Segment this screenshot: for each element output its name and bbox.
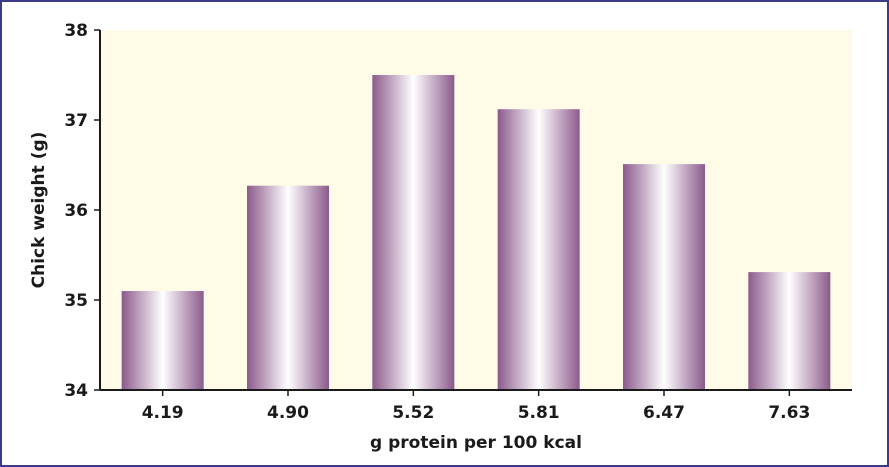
bar-5.81 xyxy=(497,109,580,390)
y-tick-label: 35 xyxy=(64,291,88,311)
x-axis-ticks: 4.19 4.90 5.52 5.81 6.47 7.63 xyxy=(142,390,810,423)
y-tick-label: 36 xyxy=(64,201,88,221)
bar-7.63 xyxy=(748,272,831,390)
bar-5.52 xyxy=(372,75,455,390)
x-tick-label: 4.19 xyxy=(142,403,184,423)
bar-6.47 xyxy=(623,164,705,390)
y-tick-label: 34 xyxy=(64,381,88,401)
bars-group xyxy=(121,75,831,390)
x-tick-label: 5.81 xyxy=(518,403,560,423)
x-tick-label: 5.52 xyxy=(392,403,434,423)
x-tick-label: 4.90 xyxy=(267,403,309,423)
x-tick-label: 6.47 xyxy=(643,403,685,423)
y-axis-ticks: 34 35 36 37 38 xyxy=(64,21,100,401)
y-tick-label: 37 xyxy=(64,111,88,131)
y-tick-label: 38 xyxy=(64,21,88,41)
bar-4.90 xyxy=(247,185,329,390)
plot-area xyxy=(100,30,852,390)
x-axis-title: g protein per 100 kcal xyxy=(370,433,582,453)
x-tick-label: 7.63 xyxy=(768,403,810,423)
y-axis-title: Chick weight (g) xyxy=(29,132,49,289)
bar-4.19 xyxy=(121,291,204,390)
